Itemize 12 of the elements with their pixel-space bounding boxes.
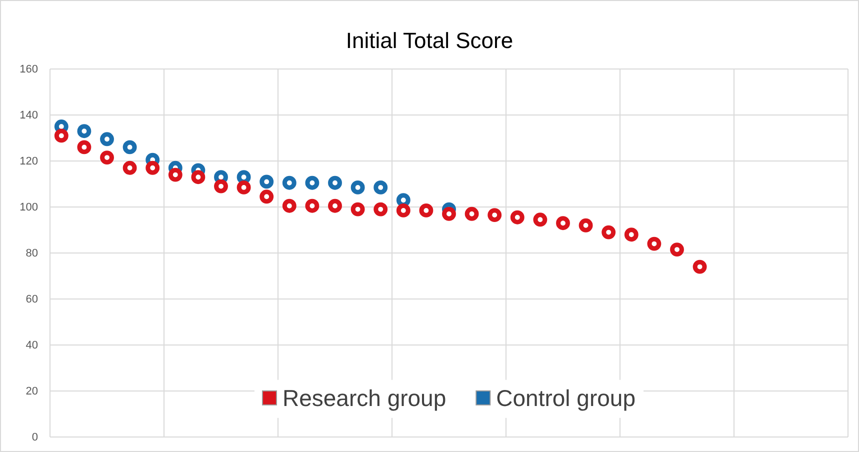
- y-tick-label: 120: [20, 156, 38, 168]
- y-tick-label: 0: [32, 432, 38, 444]
- y-tick-label: 140: [20, 110, 38, 122]
- y-tick-label: 40: [26, 340, 38, 352]
- y-tick-label: 80: [26, 248, 38, 260]
- legend-label: Control group: [496, 384, 636, 411]
- y-tick-label: 100: [20, 202, 38, 214]
- y-tick-label: 20: [26, 386, 38, 398]
- legend-label: Research group: [282, 384, 446, 411]
- y-tick-label: 60: [26, 294, 38, 306]
- chart-title: Initial Total Score: [346, 28, 514, 53]
- y-tick-label: 160: [20, 64, 38, 76]
